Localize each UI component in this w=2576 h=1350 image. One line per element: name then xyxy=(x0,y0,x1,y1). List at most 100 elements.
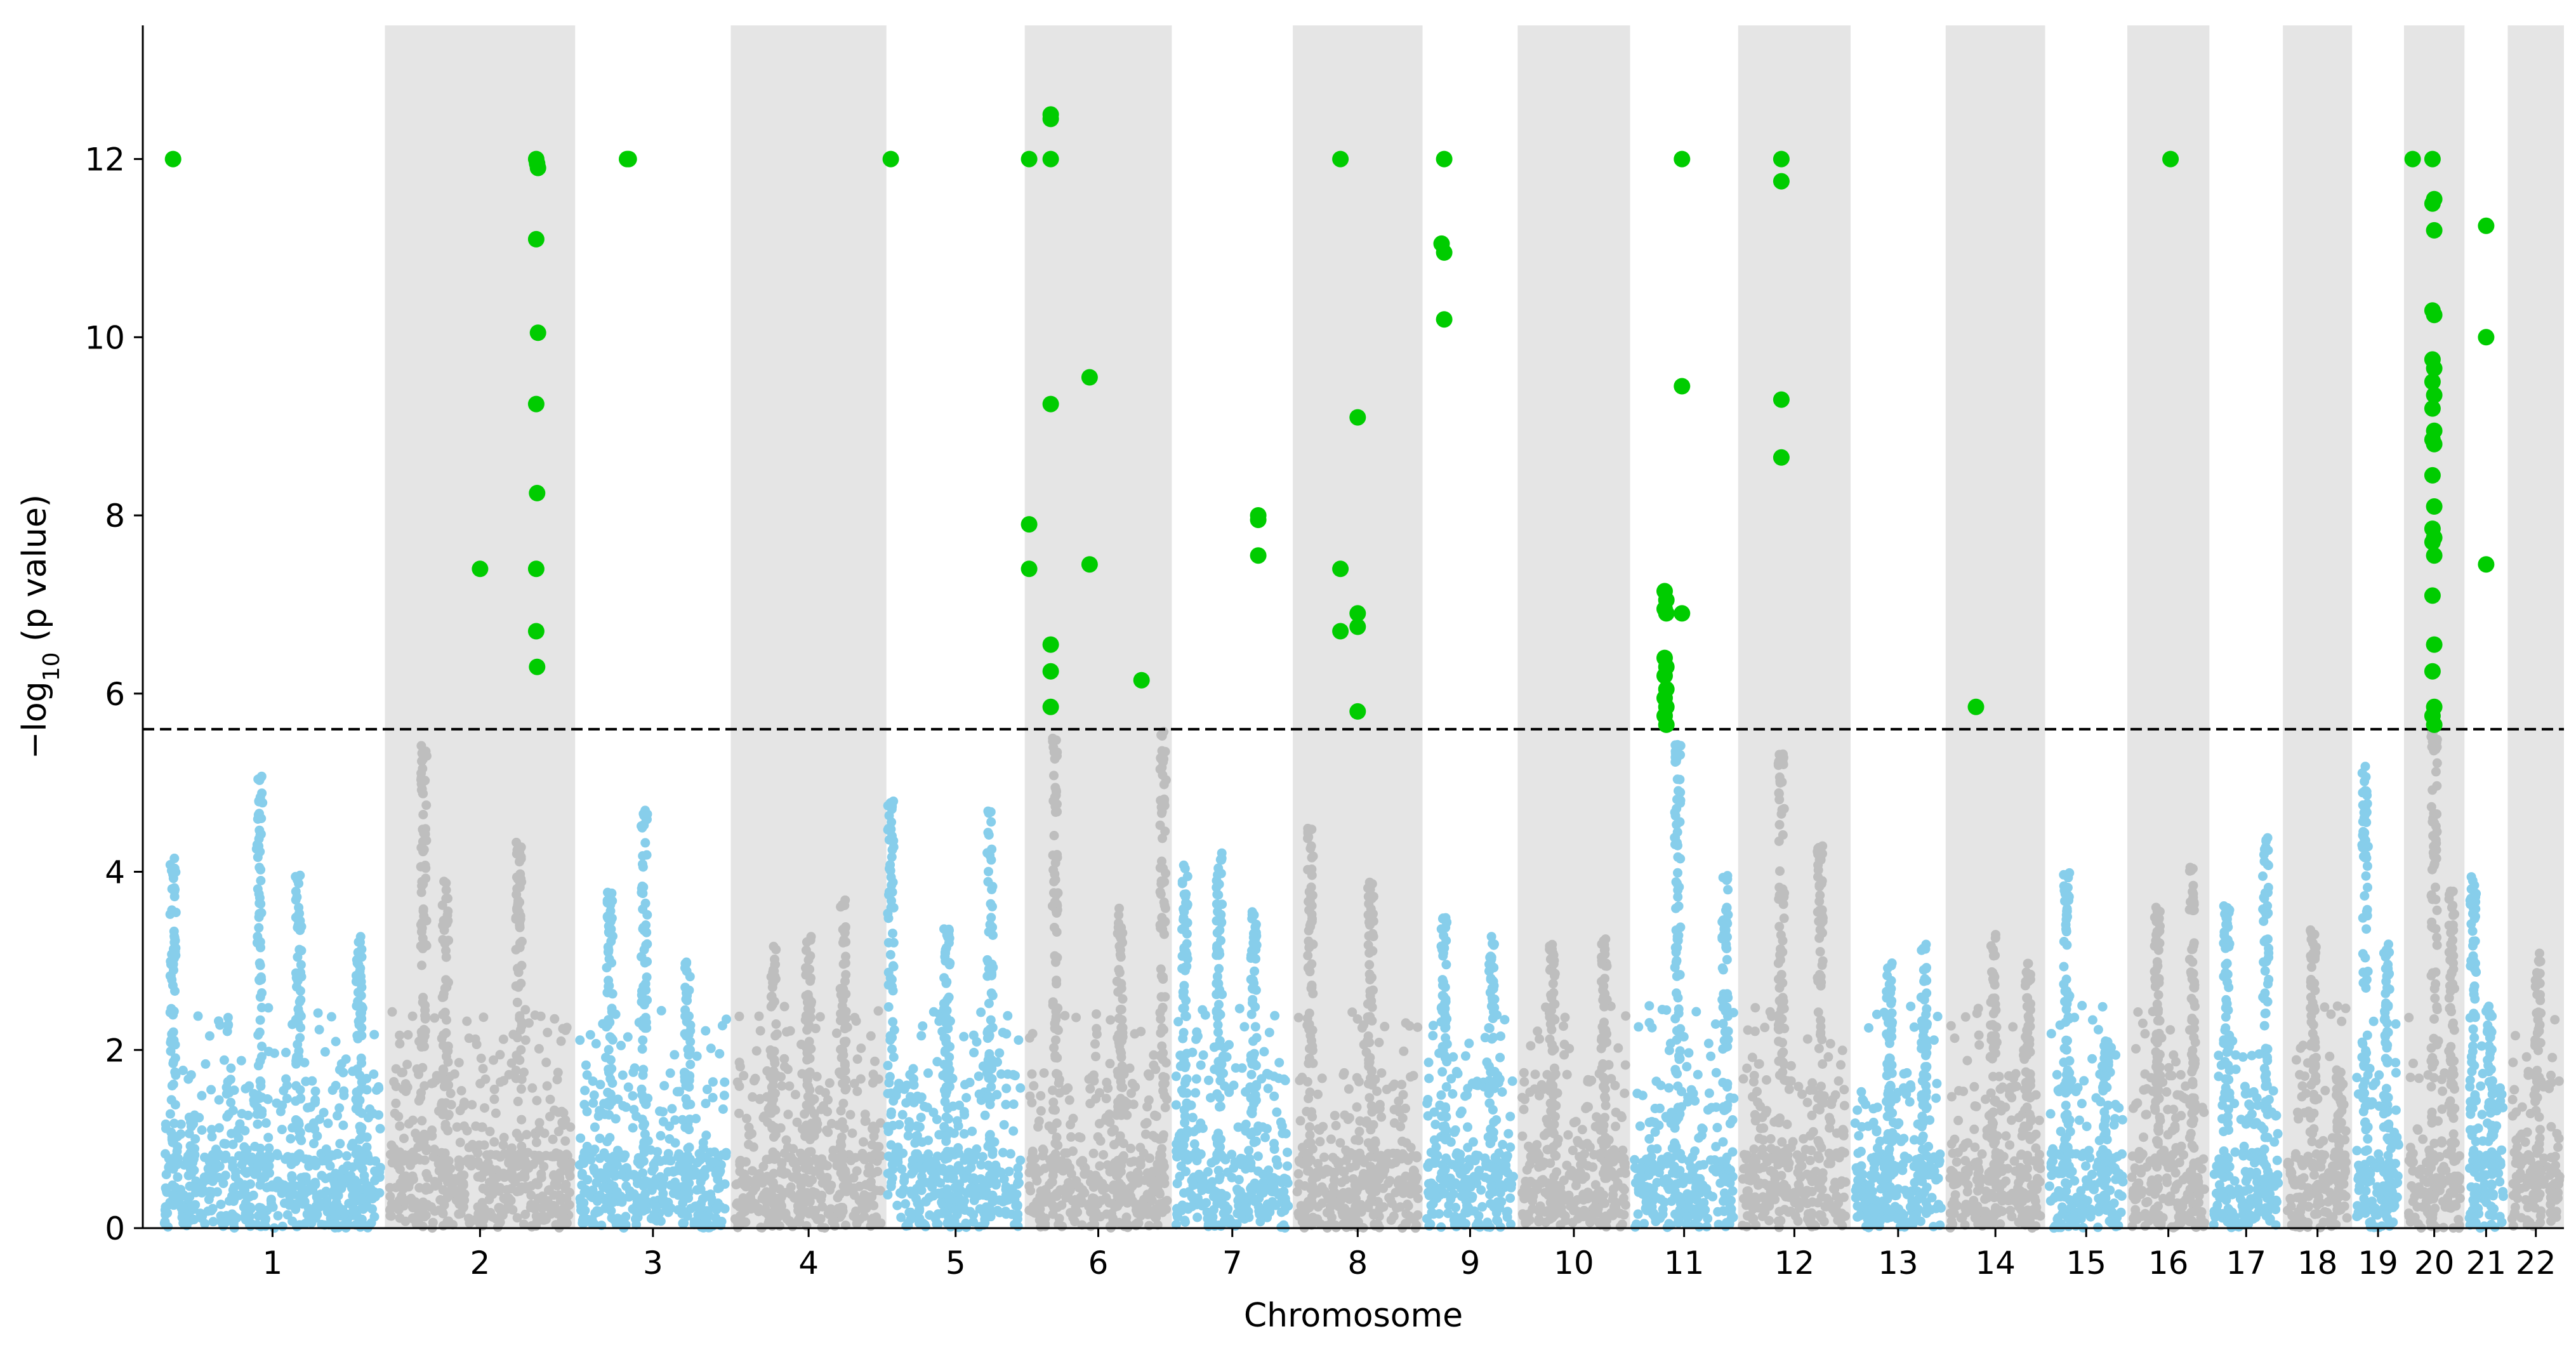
peak-point xyxy=(170,1152,180,1162)
snp-point xyxy=(744,1130,754,1140)
snp-point xyxy=(1143,1069,1153,1079)
chromosome-3-points xyxy=(574,805,731,1233)
snp-point xyxy=(667,1104,677,1114)
peak-point xyxy=(1440,1165,1450,1175)
snp-point xyxy=(456,1208,466,1219)
peak-point xyxy=(886,872,896,882)
snp-point xyxy=(229,1194,239,1205)
peak-point xyxy=(355,1095,365,1106)
snp-point xyxy=(495,1182,505,1193)
snp-point xyxy=(1264,1028,1274,1038)
snp-point xyxy=(968,1210,979,1220)
peak-point xyxy=(1114,1013,1124,1023)
peak-point xyxy=(638,851,648,861)
peak-point xyxy=(294,997,305,1007)
snp-point xyxy=(948,1173,958,1183)
snp-point xyxy=(737,1217,747,1228)
snp-point xyxy=(306,1185,316,1195)
snp-point xyxy=(430,1013,440,1023)
peak-point xyxy=(515,914,525,924)
peak-point xyxy=(683,1143,693,1153)
snp-point xyxy=(482,1150,492,1160)
snp-point xyxy=(560,1184,571,1194)
snp-point xyxy=(582,1106,592,1116)
snp-point xyxy=(178,1066,188,1075)
snp-point xyxy=(781,1135,791,1145)
peak-point xyxy=(1250,966,1260,976)
snp-point xyxy=(239,1167,249,1176)
peak-point xyxy=(416,941,426,951)
peak-point xyxy=(1116,1071,1126,1082)
snp-point xyxy=(1503,1128,1514,1139)
snp-point xyxy=(1198,1050,1208,1060)
peak-point xyxy=(419,1129,429,1139)
snp-point xyxy=(1424,1073,1434,1083)
peak-point xyxy=(444,936,454,946)
snp-point xyxy=(1317,1198,1327,1208)
snp-point xyxy=(847,1128,857,1138)
peak-point xyxy=(838,1099,849,1109)
snp-point xyxy=(578,1158,588,1168)
peak-point xyxy=(417,748,427,758)
snp-point xyxy=(359,1170,369,1181)
peak-point xyxy=(440,1148,450,1158)
peak-point xyxy=(804,1147,814,1157)
snp-point xyxy=(1270,1010,1280,1021)
peak-point xyxy=(418,879,428,889)
snp-point xyxy=(337,1174,347,1184)
peak-point xyxy=(1115,1005,1125,1014)
snp-point xyxy=(595,1080,605,1090)
snp-point xyxy=(1106,1015,1116,1025)
snp-point xyxy=(531,1137,541,1148)
snp-point xyxy=(1235,1186,1245,1196)
peak-point xyxy=(603,1100,613,1110)
snp-point xyxy=(498,1034,508,1044)
snp-point xyxy=(823,1127,833,1137)
peak-point xyxy=(168,1191,178,1201)
peak-point xyxy=(837,1156,847,1167)
snp-point xyxy=(1135,1160,1146,1170)
snp-point xyxy=(244,1220,254,1230)
snp-point xyxy=(370,1175,380,1186)
snp-point xyxy=(916,1031,927,1041)
peak-point xyxy=(603,913,613,923)
peak-point xyxy=(294,908,305,918)
snp-point xyxy=(631,1207,642,1217)
snp-point xyxy=(779,1054,789,1064)
snp-point xyxy=(263,1132,274,1142)
snp-point xyxy=(1157,1174,1167,1184)
peak-point xyxy=(442,917,451,927)
peak-point xyxy=(295,1085,305,1095)
peak-point xyxy=(418,1062,428,1073)
snp-point xyxy=(976,1183,986,1193)
peak-point xyxy=(1306,882,1316,892)
snp-point xyxy=(1293,1169,1304,1179)
snp-point xyxy=(776,1168,786,1178)
snp-point xyxy=(1387,1198,1397,1208)
peak-point xyxy=(1215,1076,1225,1086)
snp-point xyxy=(659,1081,670,1091)
snp-point xyxy=(178,1218,188,1228)
snp-point xyxy=(470,1034,480,1044)
snp-point xyxy=(333,1111,342,1121)
peak-point xyxy=(941,948,950,958)
snp-point xyxy=(1377,1112,1387,1122)
peak-point xyxy=(1052,1189,1062,1199)
snp-point xyxy=(828,1146,838,1155)
snp-point xyxy=(1032,1175,1042,1186)
snp-point xyxy=(520,1035,531,1045)
snp-point xyxy=(591,1038,601,1049)
peak-point xyxy=(420,1014,430,1024)
peak-point xyxy=(1437,1067,1448,1077)
peak-point xyxy=(939,1085,949,1095)
snp-point xyxy=(220,1170,230,1181)
snp-point xyxy=(1160,1102,1170,1113)
peak-point xyxy=(1155,764,1165,774)
snp-point xyxy=(823,1095,833,1105)
snp-point xyxy=(1423,1111,1433,1121)
snp-point xyxy=(300,1057,310,1068)
snp-point xyxy=(208,1176,218,1186)
snp-point xyxy=(391,1098,401,1108)
snp-point xyxy=(781,1188,791,1198)
snp-point xyxy=(628,1123,638,1133)
